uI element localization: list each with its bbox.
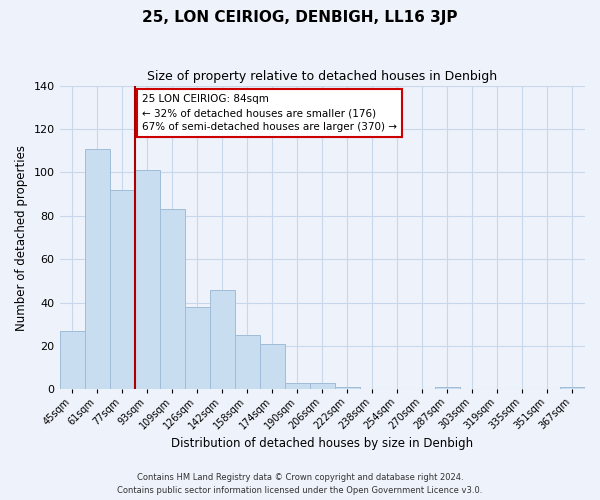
Bar: [285, 383, 310, 390]
Bar: [260, 344, 285, 390]
Text: 25 LON CEIRIOG: 84sqm
← 32% of detached houses are smaller (176)
67% of semi-det: 25 LON CEIRIOG: 84sqm ← 32% of detached …: [142, 94, 397, 132]
Bar: [59, 331, 85, 390]
Bar: [209, 290, 235, 390]
Bar: [134, 170, 160, 390]
X-axis label: Distribution of detached houses by size in Denbigh: Distribution of detached houses by size …: [171, 437, 473, 450]
Bar: [85, 148, 110, 390]
Bar: [435, 388, 460, 390]
Bar: [160, 210, 185, 390]
Text: 25, LON CEIRIOG, DENBIGH, LL16 3JP: 25, LON CEIRIOG, DENBIGH, LL16 3JP: [142, 10, 458, 25]
Title: Size of property relative to detached houses in Denbigh: Size of property relative to detached ho…: [147, 70, 497, 83]
Text: Contains HM Land Registry data © Crown copyright and database right 2024.
Contai: Contains HM Land Registry data © Crown c…: [118, 473, 482, 495]
Bar: [310, 383, 335, 390]
Y-axis label: Number of detached properties: Number of detached properties: [15, 144, 28, 330]
Bar: [185, 307, 209, 390]
Bar: [335, 388, 360, 390]
Bar: [235, 335, 260, 390]
Bar: [560, 388, 585, 390]
Bar: [110, 190, 134, 390]
